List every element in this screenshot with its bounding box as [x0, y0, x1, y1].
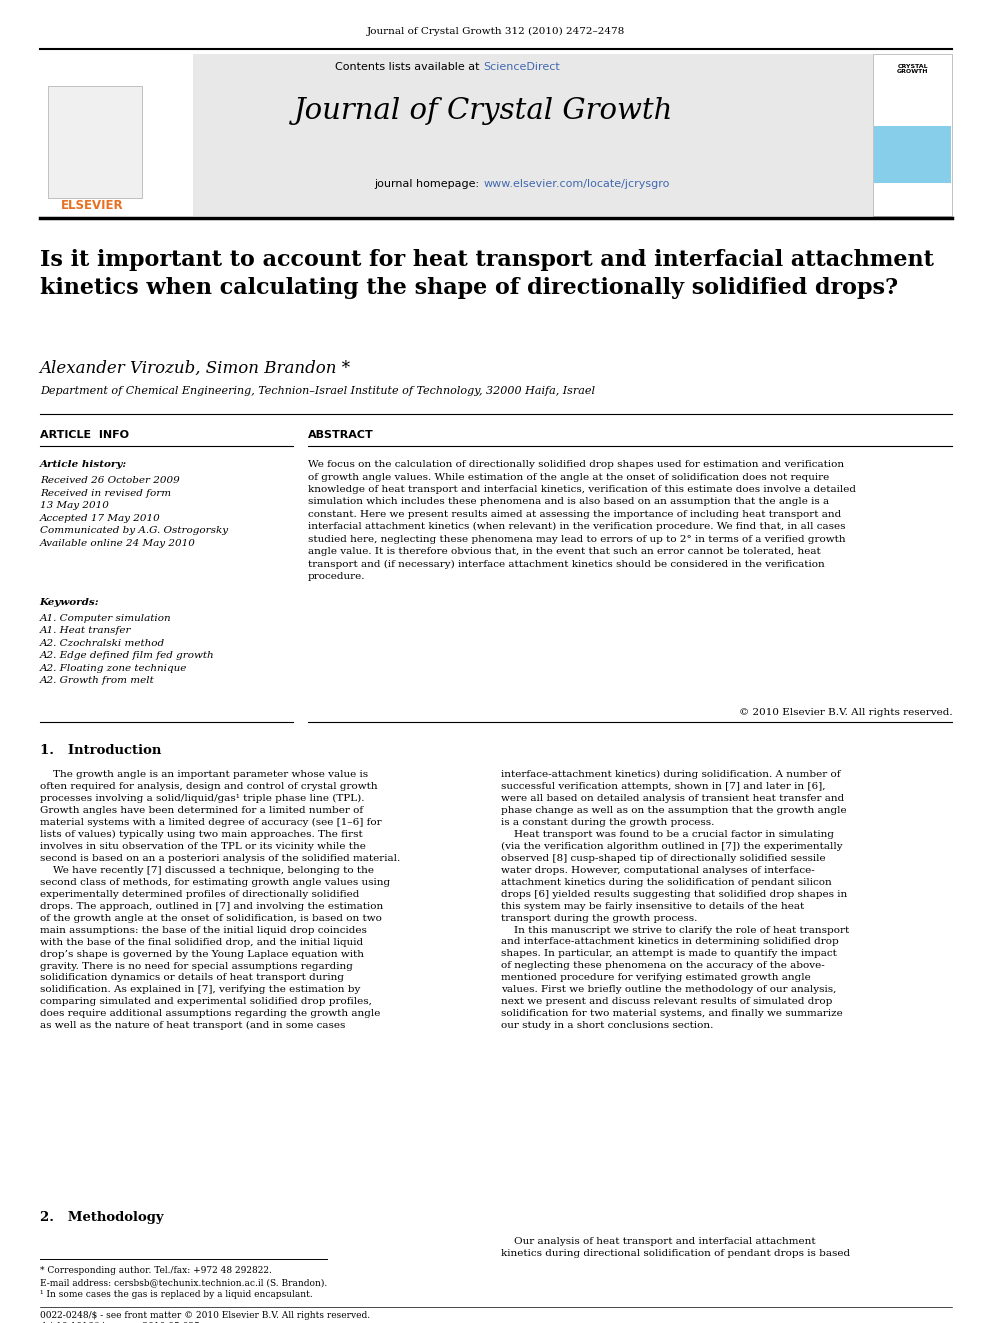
Text: interface-attachment kinetics) during solidification. A number of
successful ver: interface-attachment kinetics) during so…: [501, 770, 849, 1031]
Text: Alexander Virozub, Simon Brandon *: Alexander Virozub, Simon Brandon *: [40, 360, 351, 377]
Bar: [874, 126, 951, 183]
Text: Contents lists available at: Contents lists available at: [335, 62, 483, 73]
Text: ARTICLE  INFO: ARTICLE INFO: [40, 430, 129, 441]
Bar: [193, 54, 873, 216]
Text: Journal of Crystal Growth 312 (2010) 2472–2478: Journal of Crystal Growth 312 (2010) 247…: [367, 26, 625, 36]
Text: doi:10.1016/j.jcrysgro.2010.05.025: doi:10.1016/j.jcrysgro.2010.05.025: [40, 1322, 200, 1323]
Text: 0022-0248/$ - see front matter © 2010 Elsevier B.V. All rights reserved.: 0022-0248/$ - see front matter © 2010 El…: [40, 1311, 370, 1320]
Text: Keywords:: Keywords:: [40, 598, 99, 607]
Text: Journal of Crystal Growth: Journal of Crystal Growth: [294, 97, 673, 124]
Text: E-mail address: cersbsb@techunix.technion.ac.il (S. Brandon).: E-mail address: cersbsb@techunix.technio…: [40, 1278, 327, 1287]
Text: ScienceDirect: ScienceDirect: [483, 62, 559, 73]
Text: * Corresponding author. Tel./fax: +972 48 292822.: * Corresponding author. Tel./fax: +972 4…: [40, 1266, 272, 1275]
Text: ELSEVIER: ELSEVIER: [61, 198, 124, 212]
Text: © 2010 Elsevier B.V. All rights reserved.: © 2010 Elsevier B.V. All rights reserved…: [739, 708, 952, 717]
Text: 2.   Methodology: 2. Methodology: [40, 1211, 164, 1224]
Text: journal homepage:: journal homepage:: [374, 179, 483, 189]
Text: Our analysis of heat transport and interfacial attachment
kinetics during direct: Our analysis of heat transport and inter…: [501, 1237, 850, 1258]
Text: ABSTRACT: ABSTRACT: [308, 430, 373, 441]
Text: CRYSTAL
GROWTH: CRYSTAL GROWTH: [897, 64, 929, 74]
Text: A1. Computer simulation
A1. Heat transfer
A2. Czochralski method
A2. Edge define: A1. Computer simulation A1. Heat transfe…: [40, 614, 214, 685]
Text: The growth angle is an important parameter whose value is
often required for ana: The growth angle is an important paramet…: [40, 770, 400, 1031]
Text: We focus on the calculation of directionally solidified drop shapes used for est: We focus on the calculation of direction…: [308, 460, 855, 581]
Text: Is it important to account for heat transport and interfacial attachment
kinetic: Is it important to account for heat tran…: [40, 249, 933, 299]
Text: Article history:: Article history:: [40, 460, 127, 470]
Text: Department of Chemical Engineering, Technion–Israel Institute of Technology, 320: Department of Chemical Engineering, Tech…: [40, 386, 594, 397]
Bar: [40, 54, 193, 216]
Bar: [873, 54, 952, 216]
Text: Received 26 October 2009
Received in revised form
13 May 2010
Accepted 17 May 20: Received 26 October 2009 Received in rev…: [40, 476, 228, 548]
Bar: [48, 86, 142, 198]
Text: ¹ In some cases the gas is replaced by a liquid encapsulant.: ¹ In some cases the gas is replaced by a…: [40, 1290, 312, 1299]
Text: 1.   Introduction: 1. Introduction: [40, 744, 161, 757]
Text: www.elsevier.com/locate/jcrysgro: www.elsevier.com/locate/jcrysgro: [483, 179, 670, 189]
